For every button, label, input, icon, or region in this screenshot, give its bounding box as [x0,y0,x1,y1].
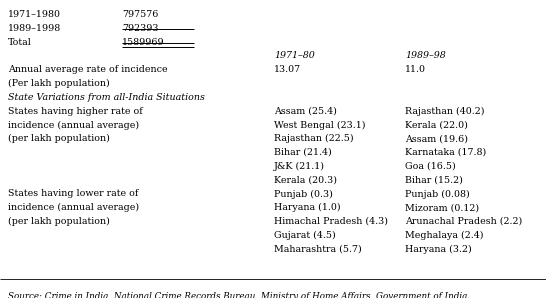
Text: 13.07: 13.07 [274,65,301,74]
Text: 1989–1998: 1989–1998 [8,24,61,33]
Text: Goa (16.5): Goa (16.5) [405,162,456,171]
Text: Himachal Pradesh (4.3): Himachal Pradesh (4.3) [274,217,388,226]
Text: Assam (19.6): Assam (19.6) [405,134,468,143]
Text: Kerala (20.3): Kerala (20.3) [274,176,337,184]
Text: Meghalaya (2.4): Meghalaya (2.4) [405,231,484,240]
Text: Haryana (3.2): Haryana (3.2) [405,245,472,254]
Text: Gujarat (4.5): Gujarat (4.5) [274,231,336,240]
Text: 797576: 797576 [122,10,158,19]
Text: 1971–1980: 1971–1980 [8,10,61,19]
Text: West Bengal (23.1): West Bengal (23.1) [274,120,365,130]
Text: Rajasthan (40.2): Rajasthan (40.2) [405,107,484,116]
Text: Mizoram (0.12): Mizoram (0.12) [405,203,479,212]
Text: Assam (25.4): Assam (25.4) [274,107,337,116]
Text: incidence (annual average): incidence (annual average) [8,203,139,212]
Text: Maharashtra (5.7): Maharashtra (5.7) [274,245,362,254]
Text: Punjab (0.3): Punjab (0.3) [274,190,333,198]
Text: State Variations from all-India Situations: State Variations from all-India Situatio… [8,93,205,102]
Text: Bihar (21.4): Bihar (21.4) [274,148,332,157]
Text: Rajasthan (22.5): Rajasthan (22.5) [274,134,354,143]
Text: 11.0: 11.0 [405,65,426,74]
Text: (per lakh population): (per lakh population) [8,134,110,143]
Text: 1989–98: 1989–98 [405,51,446,60]
Text: 1589969: 1589969 [122,38,165,46]
Text: Total: Total [8,38,32,46]
Text: Karnataka (17.8): Karnataka (17.8) [405,148,486,157]
Text: (per lakh population): (per lakh population) [8,217,110,226]
Text: Annual average rate of incidence: Annual average rate of incidence [8,65,168,74]
Text: States having higher rate of: States having higher rate of [8,107,143,116]
Text: 792393: 792393 [122,24,158,33]
Text: Kerala (22.0): Kerala (22.0) [405,120,468,129]
Text: incidence (annual average): incidence (annual average) [8,120,139,130]
Text: States having lower rate of: States having lower rate of [8,190,138,198]
Text: 1971–80: 1971–80 [274,51,314,60]
Text: Punjab (0.08): Punjab (0.08) [405,190,470,198]
Text: Bihar (15.2): Bihar (15.2) [405,176,463,184]
Text: Arunachal Pradesh (2.2): Arunachal Pradesh (2.2) [405,217,523,226]
Text: Source: Crime in India, National Crime Records Bureau, Ministry of Home Affairs,: Source: Crime in India, National Crime R… [8,292,470,298]
Text: (Per lakh population): (Per lakh population) [8,79,110,88]
Text: Haryana (1.0): Haryana (1.0) [274,203,341,212]
Text: J&K (21.1): J&K (21.1) [274,162,325,171]
